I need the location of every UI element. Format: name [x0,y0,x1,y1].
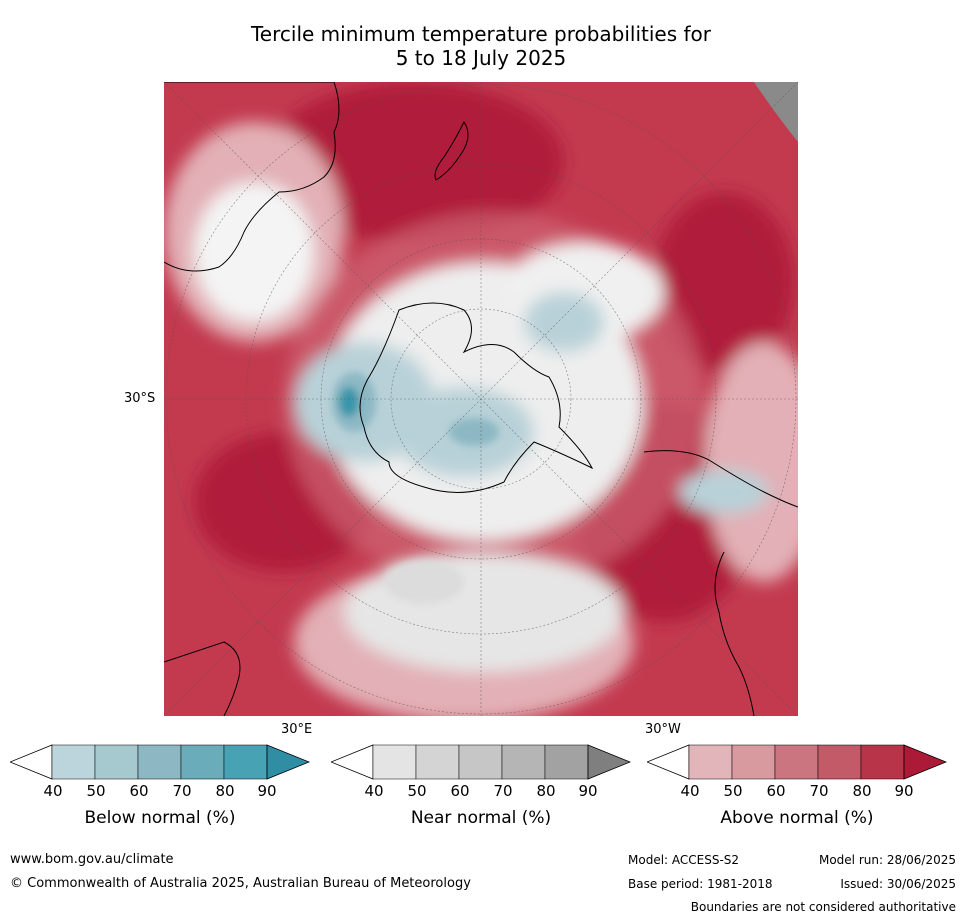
colorbar-above-segment [860,744,905,780]
colorbar-above-title: Above normal (%) [720,808,874,828]
tick-label: 70 [493,782,513,800]
footer-model: Model: ACCESS-S2 [628,853,740,867]
footer-issued: Issued: 30/06/2025 [840,877,956,891]
tick-label: 90 [894,782,914,800]
colorbar-below-extend-high [266,744,310,780]
colorbar-above-segment [688,744,733,780]
tick-label: 50 [407,782,427,800]
probability-map [164,82,798,716]
new-zealand-coastline [434,121,469,181]
colorbar-above-ticks: 40 50 60 70 80 90 [647,782,947,802]
tick-label: 70 [172,782,192,800]
map-title: Tercile minimum temperature probabilitie… [164,22,798,70]
colorbar-near [331,744,631,780]
colorbar-below-segment [180,744,225,780]
antarctica-coastline [359,302,594,493]
near-normal-south [344,552,624,672]
below-70-center [449,418,499,446]
lon-label-30w: 30°W [645,722,681,737]
tick-label: 50 [86,782,106,800]
colorbar-below-segment [94,744,139,780]
lon-label-30e: 30°E [281,722,313,737]
colorbar-near-segment [458,744,503,780]
colorbar-near-segment [372,744,417,780]
colorbar-above-extend-low [647,744,690,780]
south-america-coastline [643,450,798,716]
no-data-corner [754,82,798,142]
above-40-east [704,342,798,582]
tick-label: 80 [852,782,872,800]
colorbar-near-title: Near normal (%) [410,808,552,828]
footer-copyright: © Commonwealth of Australia 2025, Austra… [10,876,471,891]
below-90-weddell [339,387,359,417]
tick-label: 90 [578,782,598,800]
australia-coastline [164,82,340,272]
tick-label: 50 [723,782,743,800]
tick-label: 40 [680,782,700,800]
colorbar-below-segment [223,744,268,780]
tick-label: 80 [536,782,556,800]
tick-label: 40 [43,782,63,800]
footer-disclaimer: Boundaries are not considered authoritat… [690,900,956,914]
map-svg [164,82,798,716]
colorbar-above-segment [774,744,819,780]
colorbar-above [647,744,947,780]
colorbar-near-segment [501,744,546,780]
near-normal-nw [194,182,314,322]
below-normal-ne [524,292,604,352]
tick-label: 80 [215,782,235,800]
footer-website: www.bom.gov.au/climate [10,852,174,867]
colorbar-near-extend-high [587,744,631,780]
colorbar-below-ticks: 40 50 60 70 80 90 [10,782,310,802]
graticule-meridian-d2 [164,82,798,716]
footer-model-run: Model run: 28/06/2025 [818,853,956,867]
colorbar-below-extend-low [10,744,53,780]
colorbar-near-ticks: 40 50 60 70 80 90 [331,782,631,802]
lat-label-30s: 30°S [124,391,156,406]
colorbar-above-segment [817,744,862,780]
tick-label: 90 [257,782,277,800]
colorbar-below-segment [51,744,96,780]
colorbar-near-segment [544,744,589,780]
tick-label: 70 [809,782,829,800]
near-normal-south-patch [384,560,464,604]
colorbar-near-extend-low [331,744,374,780]
title-line-2: 5 to 18 July 2025 [395,46,567,70]
colorbar-near-segment [415,744,460,780]
tick-label: 60 [450,782,470,800]
tick-label: 60 [129,782,149,800]
colorbar-below-segment [137,744,182,780]
colorbar-below [10,744,310,780]
tick-label: 40 [364,782,384,800]
title-line-1: Tercile minimum temperature probabilitie… [250,22,712,46]
graticule-60s [390,308,572,490]
below-normal-sa [679,470,769,514]
tick-label: 60 [766,782,786,800]
colorbar-above-extend-high [903,744,947,780]
above-90-ne [654,192,794,372]
colorbar-below-title: Below normal (%) [84,808,236,828]
colorbar-above-segment [731,744,776,780]
footer-base-period: Base period: 1981-2018 [628,877,773,891]
africa-coastline [164,641,241,716]
